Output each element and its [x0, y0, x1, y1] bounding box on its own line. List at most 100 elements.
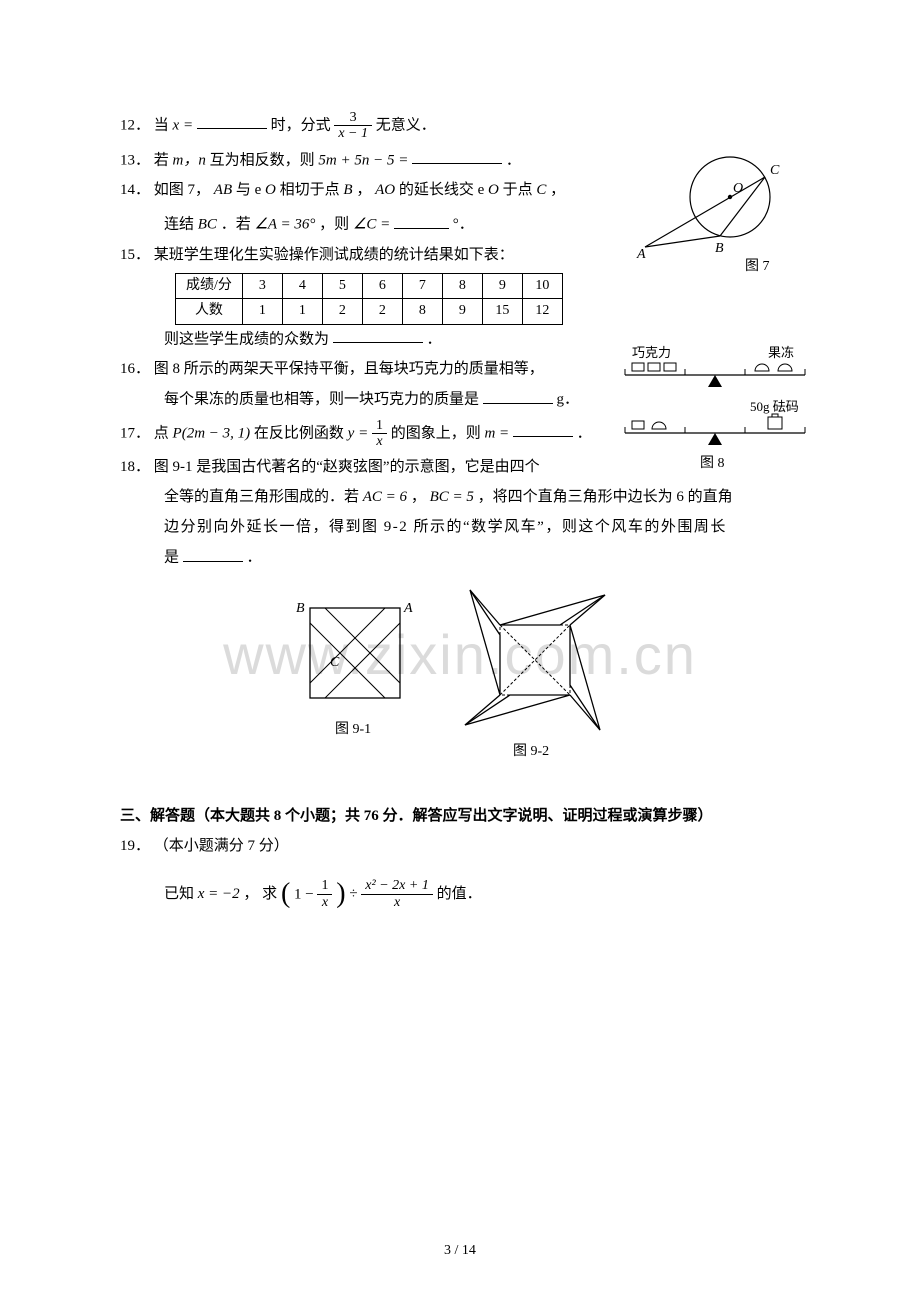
- q15-score-7: 10: [522, 273, 562, 298]
- q15-row-label: 人数: [176, 299, 243, 324]
- q19-text-b: ， 求: [243, 886, 281, 902]
- fig9-label2: 图 9-2: [513, 744, 549, 759]
- q14-blank: [394, 212, 449, 229]
- question-18: 18． 图 9-1 是我国古代著名的“赵爽弦图”的示意图，它是由四个: [120, 455, 800, 479]
- q14-t2c: ，则: [319, 217, 353, 233]
- q19-frac2: x² − 2x + 1 x: [361, 878, 433, 910]
- q17-number: 17．: [120, 425, 150, 441]
- question-15: 15． 某班学生理化生实验操作测试成绩的统计结果如下表：: [120, 243, 800, 267]
- q13-number: 13．: [120, 152, 150, 168]
- fig8-weight-label: 50g 砝码: [750, 399, 799, 414]
- q16-blank: [483, 387, 553, 404]
- q15-score-6: 9: [482, 273, 522, 298]
- q16-number: 16．: [120, 361, 150, 377]
- q19-f1-num: 1: [317, 878, 332, 894]
- fig8-jelly-label: 果冻: [768, 345, 794, 360]
- q14-t1f: 于点: [503, 182, 537, 198]
- q15-count-5: 9: [442, 299, 482, 324]
- q15-count-3: 2: [362, 299, 402, 324]
- q15-score-0: 3: [242, 273, 282, 298]
- q15-score-4: 7: [402, 273, 442, 298]
- question-18-line3: 边分别向外延长一倍，得到图 9-2 所示的“数学风车”，则这个风车的外围周长: [120, 515, 800, 539]
- fig7-C: C: [770, 163, 780, 178]
- q19-head: （本小题满分 7 分）: [154, 838, 289, 854]
- q18-l2b: ，: [411, 489, 430, 505]
- q15-score-2: 5: [322, 273, 362, 298]
- q15-count-7: 12: [522, 299, 562, 324]
- q15-blank: [333, 327, 423, 344]
- q19-f2-den: x: [361, 895, 433, 910]
- q18-ac: AC = 6: [363, 489, 407, 505]
- q17-fraction: 1 x: [372, 418, 387, 450]
- q17-text-a: 点: [154, 425, 173, 441]
- q12-number: 12．: [120, 117, 150, 133]
- q15-count-0: 1: [242, 299, 282, 324]
- q15-post: 则这些学生成绩的众数为: [164, 331, 329, 347]
- q19-f2-num: x² − 2x + 1: [361, 878, 433, 894]
- q14-o2: O: [488, 182, 499, 198]
- q14-t2d: °．: [453, 217, 474, 233]
- q15-post2: ．: [427, 331, 442, 347]
- figure-9: B A C 图 9-1 图 9-2: [120, 588, 800, 776]
- q18-l2a: 全等的直角三角形围成的．若: [164, 489, 363, 505]
- q13-blank: [412, 148, 502, 165]
- q16-line2a: 每个果冻的质量也相等，则一块巧克力的质量是: [164, 392, 479, 408]
- q18-l2c: ，将四个直角三角形中边长为 6 的直角: [478, 489, 733, 505]
- question-19-body: 已知 x = −2 ， 求 ( 1 − 1 x ) ÷ x² − 2x + 1 …: [120, 872, 800, 917]
- page-content: 12． 当 x = 时，分式 3 x − 1 无意义． 13． 若 m，n 互为…: [0, 0, 920, 1302]
- q17-yeq: y =: [348, 425, 369, 441]
- q14-angA: ∠A = 36°: [254, 217, 315, 233]
- q13-expr: 5m + 5n − 5 =: [318, 152, 408, 168]
- q17-pt: P(2m − 3, 1): [173, 425, 251, 441]
- q18-line3: 边分别向外延长一倍，得到图 9-2 所示的“数学风车”，则这个风车的外围周长: [164, 519, 727, 535]
- q14-b1: B: [343, 182, 352, 198]
- q18-line1: 图 9-1 是我国古代著名的“赵爽弦图”的示意图，它是由四个: [154, 459, 540, 475]
- fig9-label1: 图 9-1: [335, 722, 371, 737]
- q17-text-b: 在反比例函数: [254, 425, 348, 441]
- q19-div: ÷: [349, 886, 357, 902]
- q14-bc: BC: [198, 217, 217, 233]
- q18-blank: [183, 545, 243, 562]
- question-18-line2: 全等的直角三角形围成的．若 AC = 6 ， BC = 5 ，将四个直角三角形中…: [120, 485, 800, 509]
- q19-number: 19．: [120, 838, 150, 854]
- q12-fraction: 3 x − 1: [334, 110, 372, 142]
- q14-t1a: 如图 7，: [154, 182, 214, 198]
- q14-t1b: 与 e: [236, 182, 265, 198]
- q17-meq: m =: [484, 425, 509, 441]
- q17-frac-den: x: [372, 434, 387, 449]
- fig9-A: A: [403, 601, 413, 616]
- page-number: 3 / 14: [0, 1240, 920, 1262]
- q12-frac-den: x − 1: [334, 126, 372, 141]
- q14-t1e: 的延长线交 e: [399, 182, 488, 198]
- question-12: 12． 当 x = 时，分式 3 x − 1 无意义．: [120, 110, 800, 142]
- q14-t2a: 连结: [164, 217, 198, 233]
- q15-table-header-row: 成绩/分 3 4 5 6 7 8 9 10: [176, 273, 563, 298]
- q19-frac1: 1 x: [317, 878, 332, 910]
- q12-text-a: 当: [154, 117, 173, 133]
- fig7-O: O: [733, 181, 743, 196]
- question-18-line4: 是 ．: [120, 545, 800, 570]
- q17-text-c: 的图象上，则: [391, 425, 485, 441]
- q12-text-c: 无意义．: [376, 117, 436, 133]
- q15-number: 15．: [120, 247, 150, 263]
- q15-header-label: 成绩/分: [176, 273, 243, 298]
- question-19: 19． （本小题满分 7 分）: [120, 834, 800, 858]
- q19-xeq: x = −2: [198, 886, 240, 902]
- q13-text-a: 若: [154, 152, 173, 168]
- fig9-B: B: [296, 601, 305, 616]
- q15-score-1: 4: [282, 273, 322, 298]
- q14-t2b: ．若: [221, 217, 255, 233]
- q18-number: 18．: [120, 459, 150, 475]
- q17-frac-num: 1: [372, 418, 387, 434]
- q19-rparen: ): [336, 878, 345, 909]
- q12-text-b: 时，分式: [271, 117, 335, 133]
- q18-post: ．: [247, 550, 262, 566]
- q19-text-a: 已知: [164, 886, 198, 902]
- q17-post: ．: [577, 425, 592, 441]
- figure-9-svg: B A C 图 9-1 图 9-2: [250, 588, 670, 768]
- section-3-title: 三、解答题（本大题共 8 个小题；共 76 分．解答应写出文字说明、证明过程或演…: [120, 804, 800, 828]
- fig9-C: C: [330, 655, 340, 670]
- q14-c1: C: [536, 182, 546, 198]
- q12-var: x =: [173, 117, 194, 133]
- q15-count-1: 1: [282, 299, 322, 324]
